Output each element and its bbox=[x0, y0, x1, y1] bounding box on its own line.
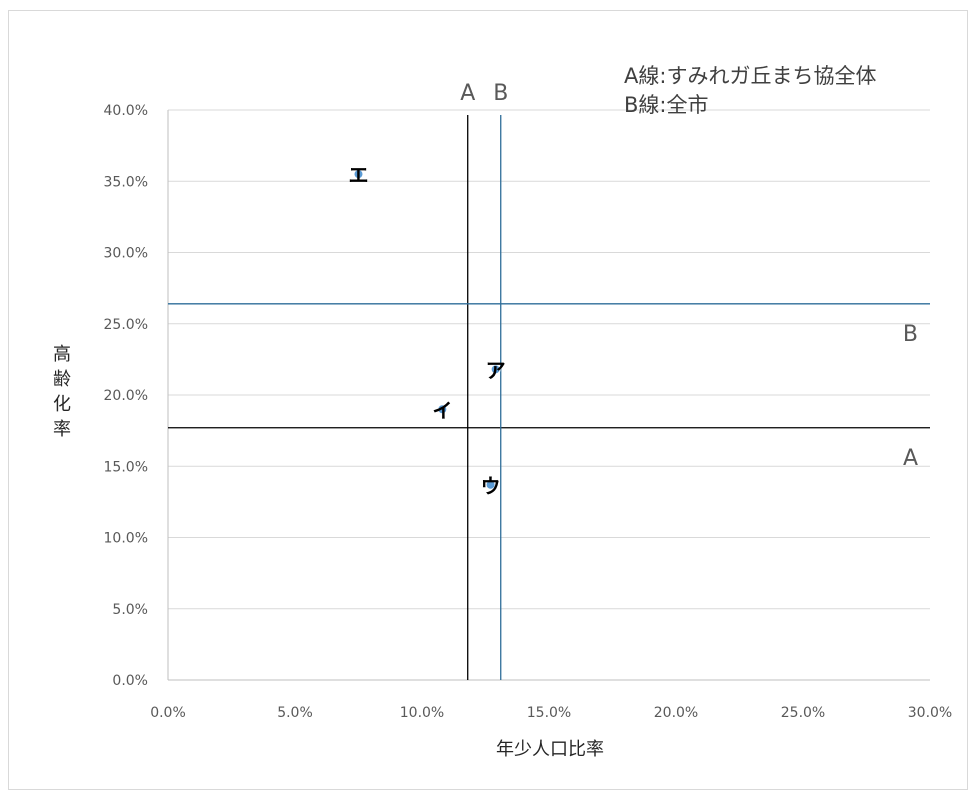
data-points: アイウ エ bbox=[349, 163, 506, 498]
ref-label-a-vertical: A bbox=[460, 81, 475, 106]
grid-layer bbox=[167, 109, 930, 681]
y-tick-label: 25.0% bbox=[104, 317, 148, 333]
x-tick-label: 15.0% bbox=[527, 705, 571, 721]
data-point bbox=[437, 404, 448, 415]
x-axis-title: 年少人口比率 bbox=[496, 739, 604, 760]
x-tick-label: 5.0% bbox=[277, 705, 313, 721]
y-tick-label: 15.0% bbox=[104, 459, 148, 475]
data-point-label: ウ bbox=[481, 474, 501, 498]
y-tick-label: 35.0% bbox=[104, 174, 148, 190]
y-axis-title: 高齢化率 bbox=[53, 344, 71, 440]
x-tick-label: 0.0% bbox=[150, 705, 186, 721]
x-tick-label: 25.0% bbox=[781, 705, 825, 721]
y-axis-title-char: 化 bbox=[53, 394, 71, 415]
data-point bbox=[485, 479, 496, 490]
ref-label-a-horizontal: A bbox=[903, 446, 918, 471]
y-axis-title-char: 高 bbox=[53, 344, 71, 365]
y-tick-label: 20.0% bbox=[104, 388, 148, 404]
y-axis-title-char: 齢 bbox=[53, 369, 71, 390]
x-tick-label: 10.0% bbox=[400, 705, 444, 721]
data-point bbox=[490, 364, 501, 375]
y-tick-label: 0.0% bbox=[112, 673, 148, 689]
y-tick-label: 30.0% bbox=[104, 246, 148, 262]
data-point-label: イ bbox=[432, 398, 452, 422]
legend-note-a: A線:すみれガ丘まち協全体 bbox=[624, 64, 876, 88]
x-tick-label: 30.0% bbox=[908, 705, 952, 721]
x-tick-label: 20.0% bbox=[654, 705, 698, 721]
data-point-label: エ bbox=[349, 163, 369, 187]
data-point-label: ア bbox=[486, 358, 506, 382]
y-tick-label: 10.0% bbox=[104, 531, 148, 547]
tick-layer: 0.0% 5.0% 10.0% 15.0% 20.0% 25.0% 30.0% 35.0% 40… bbox=[104, 103, 953, 721]
y-tick-label: 40.0% bbox=[104, 103, 148, 119]
y-tick-label: 5.0% bbox=[112, 602, 148, 618]
legend-note-b: B線:全市 bbox=[624, 93, 708, 117]
y-axis-title-char: 率 bbox=[53, 419, 71, 440]
ref-label-b-vertical: B bbox=[493, 81, 508, 106]
data-point bbox=[353, 169, 364, 180]
ref-label-b-horizontal: B bbox=[903, 322, 918, 347]
